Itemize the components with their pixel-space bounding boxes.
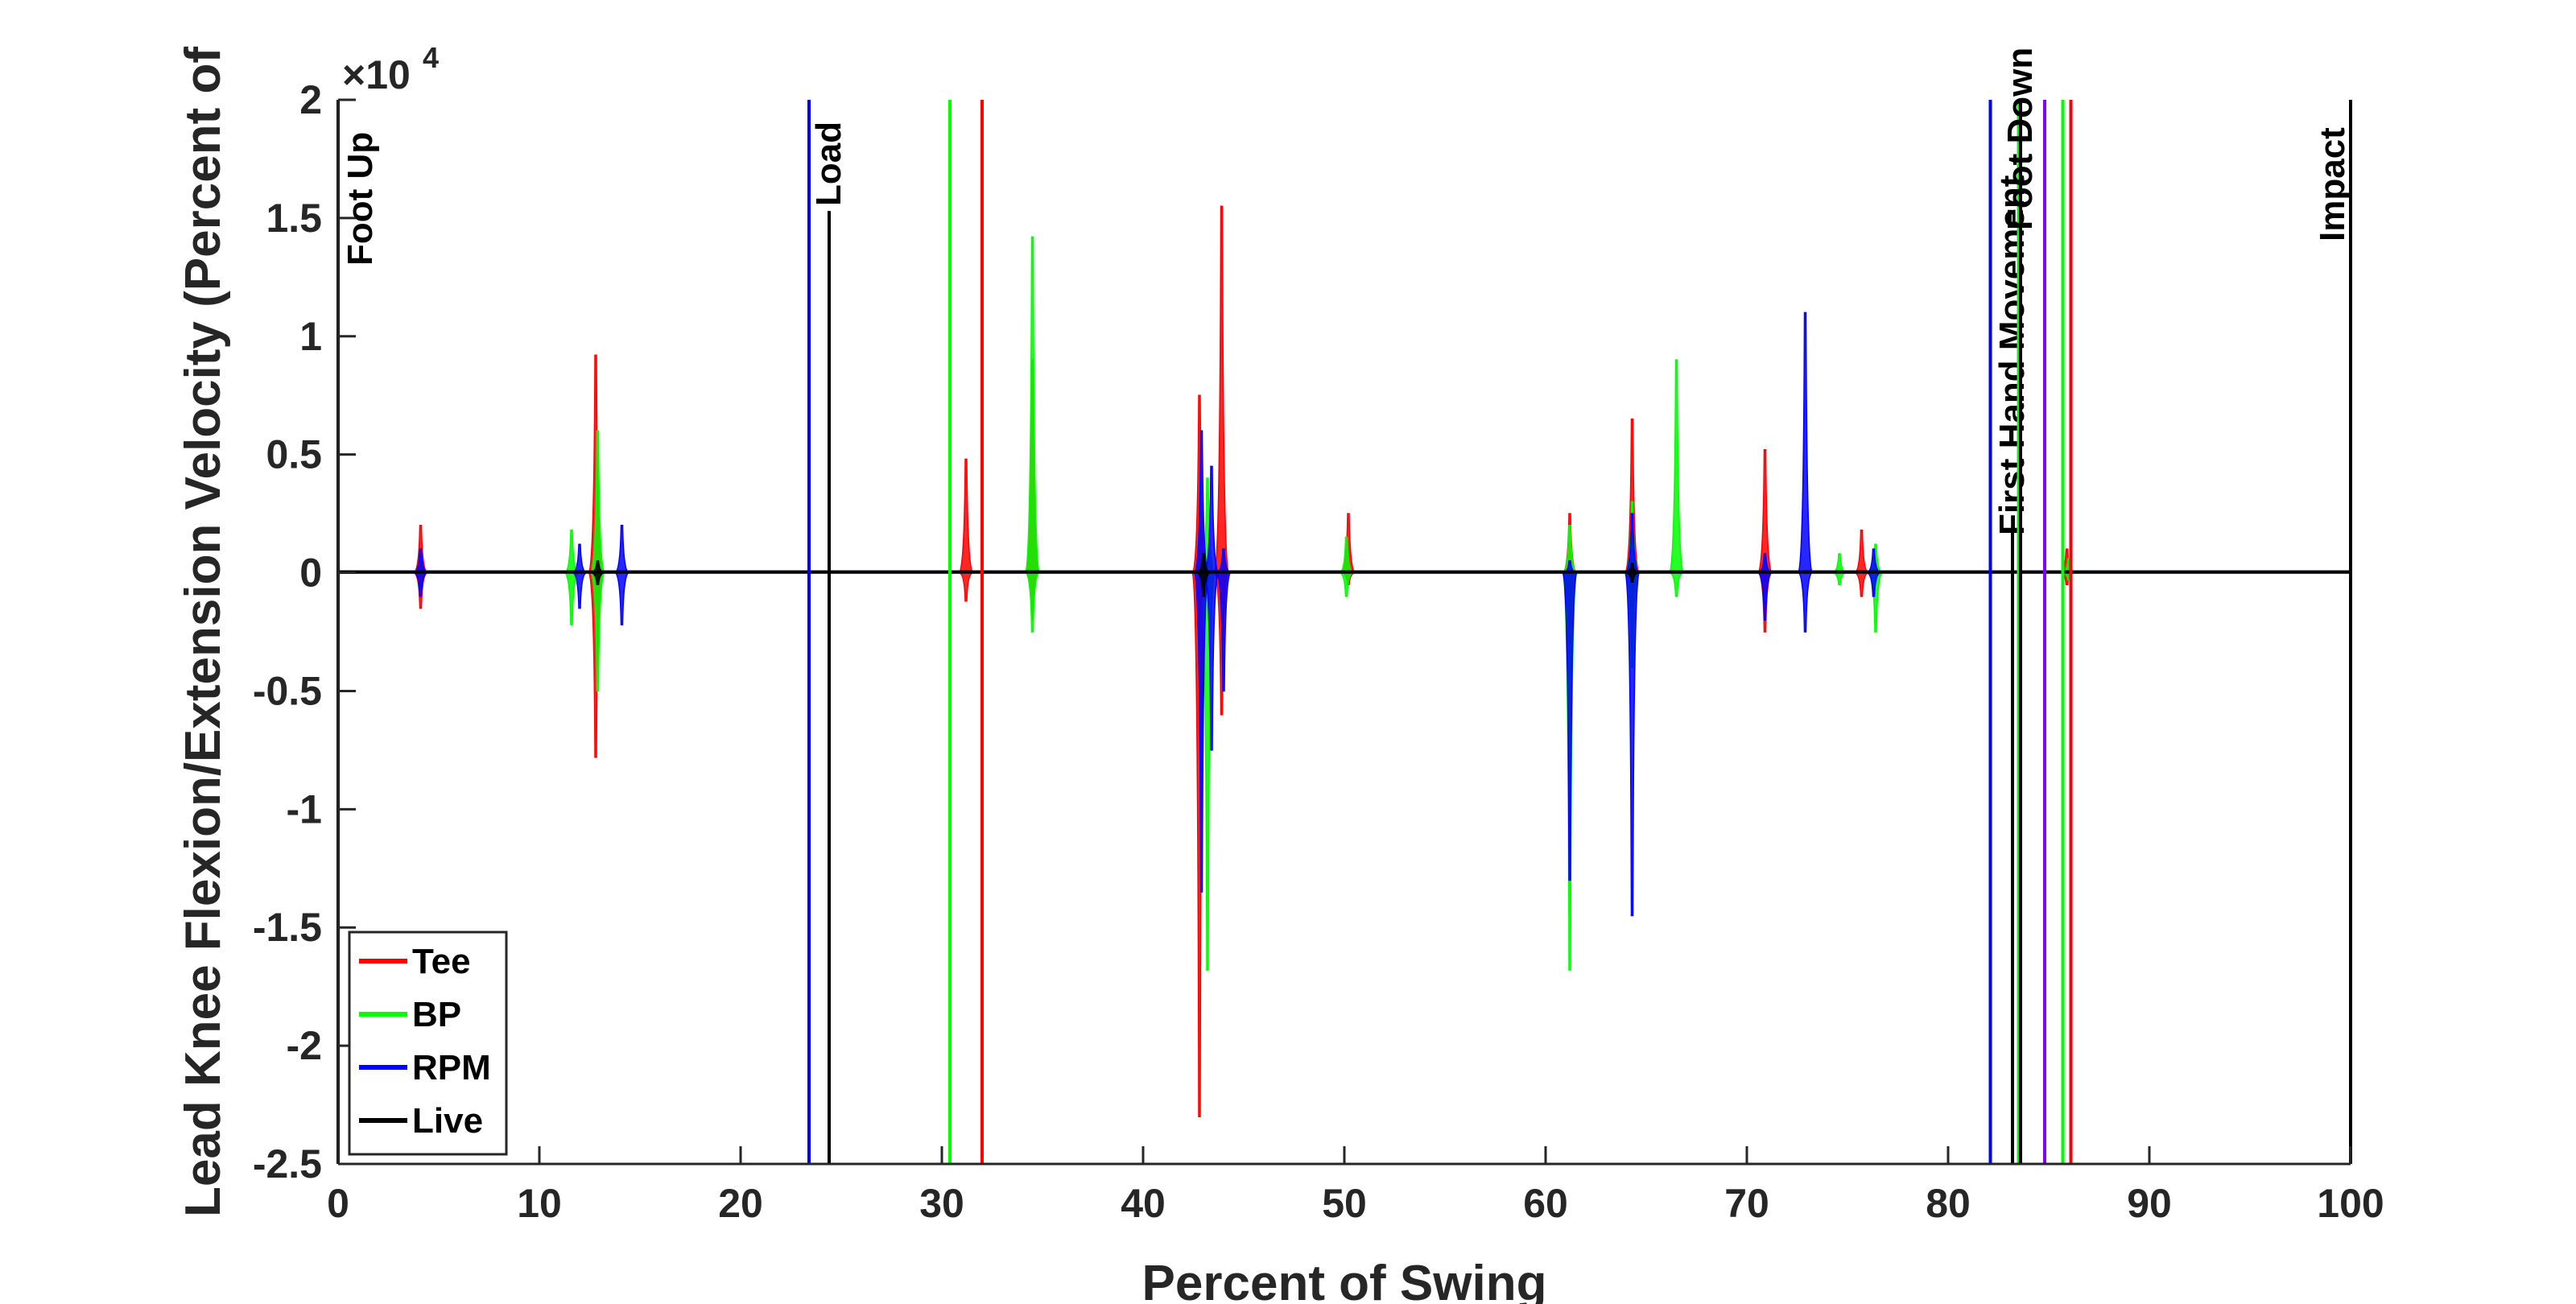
series-spike [1668,359,1685,597]
x-tick-label: 0 [327,1181,349,1226]
series-spike [958,458,974,602]
series-live [338,553,2351,597]
series-spike [1193,430,1210,893]
y-tick-label: 2 [299,77,322,122]
series-spike [1624,563,1640,584]
y-exponent: ×10 4 [342,41,439,97]
series-spike [1195,553,1212,597]
y-tick-label: 0.5 [266,432,322,477]
legend: Tee BP RPM Live [348,931,508,1156]
series-spike [1797,312,1814,633]
event-label: Foot Down [2000,47,2040,230]
series-spike [1203,465,1220,751]
y-exponent-value: 4 [423,41,439,74]
series-spike [1216,548,1232,692]
y-tick-label: -1 [287,786,322,832]
x-axis-title: Percent of Swing [1142,1256,1547,1304]
x-tick-label: 70 [1724,1181,1769,1226]
y-tick-label: -0.5 [253,668,322,713]
x-tick-label: 50 [1322,1181,1367,1226]
event-label: Impact [2313,127,2352,241]
series-layer [338,205,2351,1117]
legend-items: Tee BP RPM Live [359,942,491,1141]
y-multiplier: ×10 [342,52,411,97]
legend-label: Live [412,1101,483,1141]
y-tick-label: -2.5 [253,1141,322,1186]
legend-label: Tee [412,942,471,981]
x-tick-label: 60 [1523,1181,1568,1226]
x-tick-label: 100 [2317,1181,2384,1226]
legend-entry-live: Live [359,1101,483,1141]
event-label: First Hand Movement [1992,175,2032,535]
x-tick-label: 20 [718,1181,763,1226]
x-tick-label: 80 [1926,1181,1971,1226]
plot-area [338,100,2351,1164]
series-spike [1024,236,1041,633]
axes [336,98,2352,1166]
y-tick-label: -2 [287,1023,322,1068]
series-spike [1624,513,1641,917]
y-axis-title: Lead Knee Flexion/Extension Velocity (Pe… [175,47,231,1217]
y-tick-label: -1.5 [253,905,322,950]
x-tick-label: 90 [2127,1181,2172,1226]
legend-label: BP [412,995,461,1034]
series-spike [1562,560,1578,881]
legend-entry-tee: Tee [359,942,471,981]
legend-entry-bp: BP [359,995,461,1034]
x-tick-label: 10 [517,1181,562,1226]
x-tick-label: 40 [1121,1181,1166,1226]
legend-label: RPM [412,1048,491,1087]
y-tick-label: 0 [299,551,322,596]
event-label: Load [809,122,848,206]
x-tick-label: 30 [919,1181,964,1226]
event-label: Foot Up [341,132,380,266]
y-tick-label: 1.5 [266,196,322,241]
legend-box [348,931,508,1156]
legend-entry-rpm: RPM [359,1048,491,1087]
tick-labels: 0 10 20 30 40 50 60 70 80 90 100 -2.5 -2 -1.5 -1 -0.5 0 0… [253,77,2384,1226]
y-tick-label: 1 [299,314,322,359]
series-spike [590,560,605,585]
